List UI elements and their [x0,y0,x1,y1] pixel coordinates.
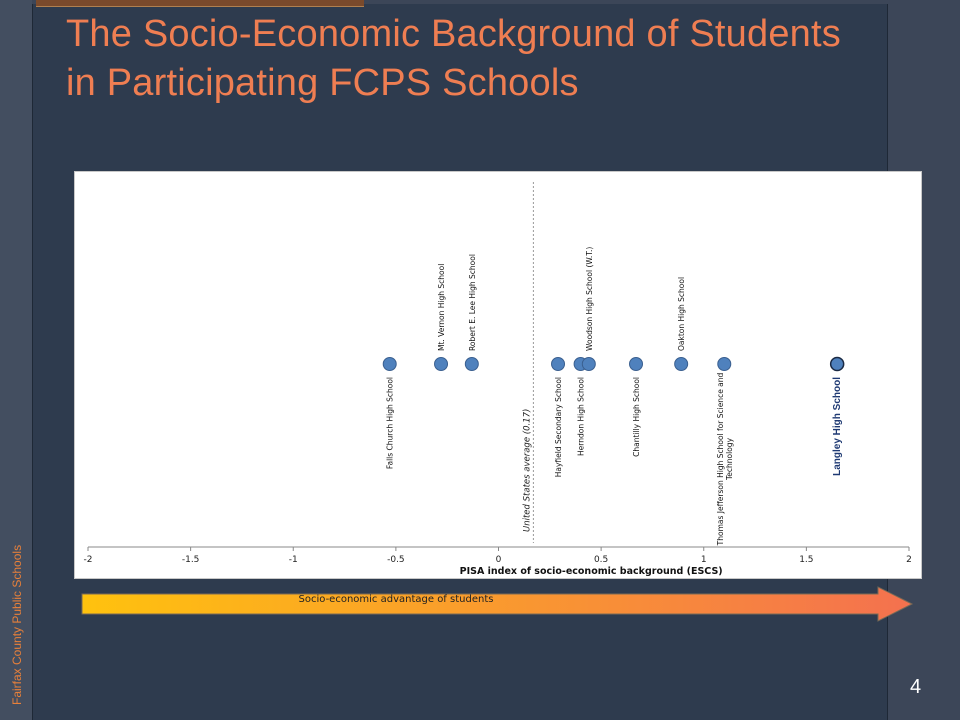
school-label: Robert E. Lee High School [468,254,477,351]
school-label: Mt. Vernon High School [437,264,446,351]
school-marker [434,357,449,371]
school-marker [581,357,596,371]
advantage-arrow: Socio-economic advantage of students [80,586,914,624]
x-tick-label: -2 [84,555,93,565]
school-label: Falls Church High School [386,377,395,469]
organization-footer: Fairfax County Public Schools [10,544,24,705]
school-label: Chantilly High School [632,377,641,457]
school-label: Hayfield Secondary School [554,377,563,477]
school-marker [382,357,397,371]
school-marker [674,357,689,371]
school-marker [717,357,732,371]
us-average-label: United States average (0.17) [522,409,532,532]
highlighted-school-label: Langley High School [832,377,843,476]
school-label: Technology [725,437,734,481]
escs-scatter-chart: -2 -1.5 -1 -0.5 0 0.5 1 1.5 2 PISA index of socio… [84,182,912,577]
arrow-shape [81,586,914,622]
chart-container: -2 -1.5 -1 -0.5 0 0.5 1 1.5 2 PISA index of socio… [74,171,922,579]
school-label: Thomas Jefferson High School for Science… [716,372,725,546]
x-tick-label: 0 [496,555,502,565]
x-tick-label: -0.5 [387,555,405,565]
x-tick-label: -1 [289,555,298,565]
x-tick-label: -1.5 [182,555,200,565]
school-label: Herndon High School [577,377,586,456]
x-tick-label: 1 [701,555,707,565]
arrow-label: Socio-economic advantage of students [298,594,494,605]
school-marker [464,357,479,371]
school-label: Oakton High School [677,277,686,351]
school-marker [829,356,845,372]
x-axis-label: PISA index of socio-economic background … [460,566,723,577]
left-margin-strip [0,0,32,720]
x-tick-label: 2 [906,555,912,565]
x-tick-label: 1.5 [799,555,813,565]
x-tick-label: 0.5 [594,555,608,565]
slide-title: The Socio-Economic Background of Student… [66,13,841,104]
top-accent-bar [36,0,364,7]
school-marker [629,357,644,371]
school-label: Woodson High School (W.T.) [585,247,594,351]
page-number: 4 [910,676,922,698]
school-marker [551,357,566,371]
